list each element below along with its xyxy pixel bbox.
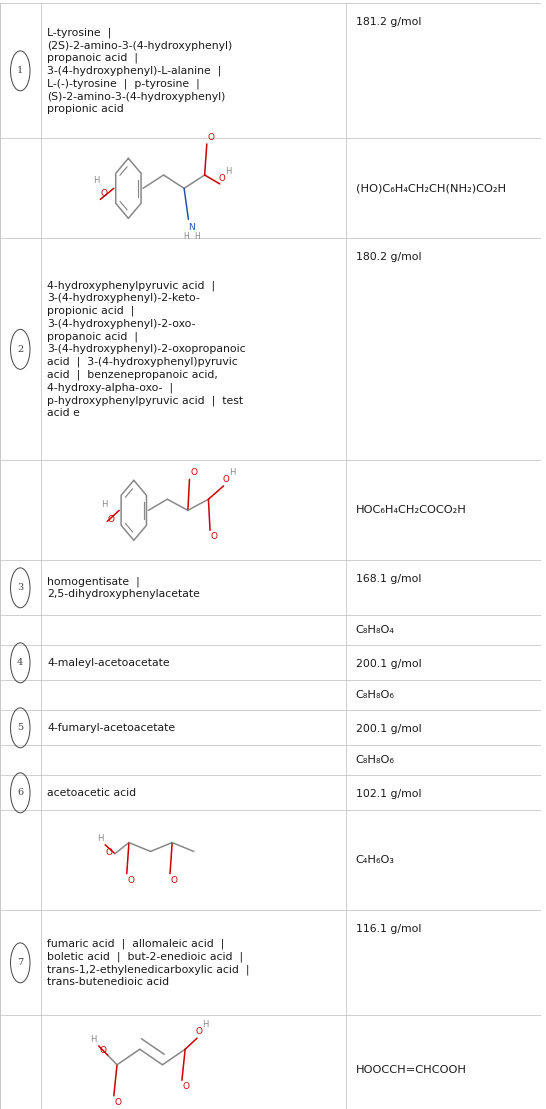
Text: 6: 6 [17,788,23,797]
Text: O: O [127,876,134,885]
Text: 5: 5 [17,723,23,732]
Text: 200.1 g/mol: 200.1 g/mol [355,724,422,734]
Text: acetoacetic acid: acetoacetic acid [47,787,136,797]
Text: HOOCCH=CHCOOH: HOOCCH=CHCOOH [355,1066,467,1076]
Text: H: H [93,176,100,185]
Text: fumaric acid  |  allomaleic acid  |
boletic acid  |  but-2-enedioic acid  |
tran: fumaric acid | allomaleic acid | boletic… [47,938,250,987]
Text: H: H [195,232,200,241]
Text: H: H [229,468,236,477]
Text: 4-maleyl-acetoacetate: 4-maleyl-acetoacetate [47,658,170,668]
Text: O: O [182,1082,189,1091]
Text: homogentisate  |
2,5-dihydroxyphenylacetate: homogentisate | 2,5-dihydroxyphenylaceta… [47,577,200,599]
Text: O: O [100,190,108,199]
Text: H: H [225,167,232,176]
Text: L-tyrosine  |
(2S)-2-amino-3-(4-hydroxyphenyl)
propanoic acid  |
3-(4-hydroxyphe: L-tyrosine | (2S)-2-amino-3-(4-hydroxyph… [47,28,232,114]
Text: N: N [188,223,195,232]
Text: O: O [207,133,214,142]
Text: H: H [183,232,189,241]
Text: 1: 1 [17,67,23,75]
Text: O: O [99,1046,106,1055]
Text: H: H [98,834,104,843]
Text: O: O [107,515,114,523]
Text: H: H [90,1035,97,1044]
Text: 180.2 g/mol: 180.2 g/mol [355,252,421,262]
Text: O: O [218,174,225,183]
Text: C₈H₈O₆: C₈H₈O₆ [355,755,395,765]
Text: 3: 3 [17,583,23,592]
Text: O: O [106,848,113,857]
Text: O: O [223,475,230,484]
Text: O: O [114,1098,121,1107]
Text: H: H [203,1020,209,1029]
Text: 168.1 g/mol: 168.1 g/mol [355,573,421,583]
Text: 4-fumaryl-acetoacetate: 4-fumaryl-acetoacetate [47,723,175,733]
Text: 102.1 g/mol: 102.1 g/mol [355,788,421,798]
Text: 116.1 g/mol: 116.1 g/mol [355,924,421,934]
Text: 7: 7 [17,958,23,967]
Text: O: O [170,876,177,885]
Text: O: O [211,532,218,541]
Text: 4-hydroxyphenylpyruvic acid  |
3-(4-hydroxyphenyl)-2-keto-
propionic acid  |
3-(: 4-hydroxyphenylpyruvic acid | 3-(4-hydro… [47,281,246,418]
Text: HOC₆H₄CH₂COCO₂H: HOC₆H₄CH₂COCO₂H [355,506,467,516]
Text: O: O [191,468,197,477]
Text: (HO)C₆H₄CH₂CH(NH₂)CO₂H: (HO)C₆H₄CH₂CH(NH₂)CO₂H [355,183,506,193]
Text: C₈H₈O₆: C₈H₈O₆ [355,690,395,700]
Text: H: H [102,500,108,509]
Text: 200.1 g/mol: 200.1 g/mol [355,659,422,669]
Text: 4: 4 [17,659,23,668]
Text: 2: 2 [17,345,23,354]
Text: 181.2 g/mol: 181.2 g/mol [355,17,421,27]
Text: C₈H₈O₄: C₈H₈O₄ [355,625,395,635]
Text: O: O [195,1027,203,1036]
Text: C₄H₆O₃: C₄H₆O₃ [355,855,395,865]
